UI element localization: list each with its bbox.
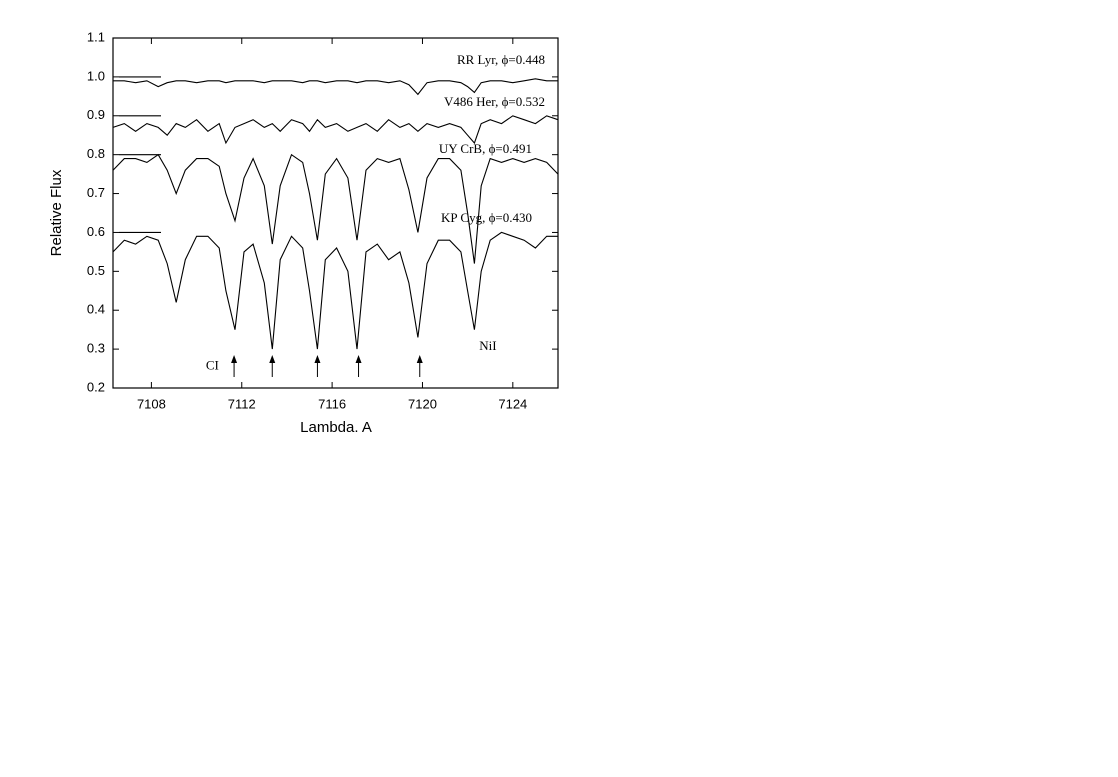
spectrum-line xyxy=(113,78,558,96)
x-tick-label: 7120 xyxy=(408,396,437,411)
arrow-head xyxy=(314,355,321,363)
x-axis-label: Lambda. A xyxy=(300,419,372,436)
plot-frame xyxy=(112,37,559,389)
spectrum-line xyxy=(112,231,558,350)
series-label: V486 Her, ϕ=0.532 xyxy=(444,94,545,109)
x-tick-label: 7108 xyxy=(137,396,166,411)
series-label: KP Cyg, ϕ=0.430 xyxy=(441,210,532,225)
x-tick-label: 7112 xyxy=(228,396,256,411)
x-tick-label: 7124 xyxy=(498,396,527,411)
y-tick-label: 0.8 xyxy=(87,146,105,161)
y-tick-label: 0.5 xyxy=(87,263,105,278)
y-tick-label: 0.2 xyxy=(87,379,105,394)
x-tick-label: 7116 xyxy=(318,396,346,411)
series-label: RR Lyr, ϕ=0.448 xyxy=(457,52,545,67)
y-tick-label: 0.4 xyxy=(87,302,105,317)
y-tick-label: 0.9 xyxy=(87,107,105,122)
spectrum-line xyxy=(112,153,559,264)
y-axis-label: Relative Flux xyxy=(48,169,65,256)
y-tick-label: 0.7 xyxy=(87,185,105,200)
arrow-head xyxy=(231,355,238,363)
arrow-head xyxy=(269,355,276,363)
y-tick-label: 0.6 xyxy=(87,224,105,239)
arrow-head xyxy=(355,355,362,363)
series-label: UY CrB, ϕ=0.491 xyxy=(439,141,532,156)
spectrum-line xyxy=(112,115,559,145)
y-tick-label: 0.3 xyxy=(87,341,105,356)
annotation: NiI xyxy=(479,338,496,353)
y-tick-label: 1.0 xyxy=(87,68,105,83)
annotation: CI xyxy=(206,358,219,373)
y-tick-label: 1.1 xyxy=(87,29,105,44)
arrow-head xyxy=(416,355,423,363)
